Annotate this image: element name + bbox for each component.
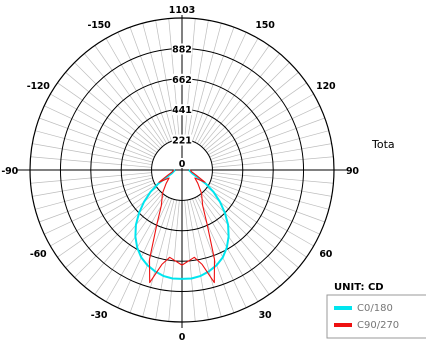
legend-swatch-c0-180 <box>334 306 352 310</box>
angle-tick-labels: 150 -150 120 -120 90 -90 60 -60 30 -30 0 <box>1 20 359 343</box>
angle-tick-label: -90 <box>1 166 18 177</box>
radial-tick-label: 441 <box>172 105 192 116</box>
angle-tick-label: -120 <box>27 81 51 92</box>
angle-tick-label: 0 <box>179 332 186 343</box>
radial-label-bg <box>168 4 196 15</box>
series-curve-c0-180 <box>134 169 230 280</box>
radial-tick-labels: 221 441 662 882 1103 0 <box>168 4 196 170</box>
angle-tick-label: 30 <box>259 310 272 321</box>
legend-label-c0-180: C0/180 <box>357 303 393 314</box>
legend: UNIT: CD C0/180 C90/270 <box>326 282 426 339</box>
legend-label-c90-270: C90/270 <box>357 320 399 331</box>
intensity-curves <box>134 169 230 284</box>
angle-tick-label: -60 <box>30 249 47 260</box>
angle-tick-label: -30 <box>91 310 108 321</box>
angle-tick-label: -150 <box>88 20 112 31</box>
grid-ring <box>29 17 335 323</box>
angle-tick-label: 120 <box>316 81 336 92</box>
radial-label-bg <box>171 73 193 85</box>
angle-tick-label: 60 <box>319 249 332 260</box>
radial-tick-label: 662 <box>172 75 192 86</box>
center-tick-label: 0 <box>179 159 186 170</box>
radial-tick-label: 882 <box>172 44 192 55</box>
legend-unit-label: UNIT: CD <box>334 282 384 293</box>
radial-tick-label: 1103 <box>169 5 195 16</box>
radial-label-bg <box>171 43 193 55</box>
legend-swatch-c90-270 <box>334 323 352 327</box>
center-label-bg <box>178 158 186 168</box>
radial-label-bg <box>171 104 193 116</box>
angle-tick-label: 150 <box>255 20 275 31</box>
angle-tick-label: 90 <box>346 166 359 177</box>
series-curve-c90-270 <box>148 169 216 284</box>
polar-grid <box>16 12 348 328</box>
radial-tick-label: 221 <box>172 136 192 147</box>
total-annotation: Tota <box>371 138 395 151</box>
legend-box <box>326 294 426 339</box>
radial-label-bg <box>171 134 193 146</box>
